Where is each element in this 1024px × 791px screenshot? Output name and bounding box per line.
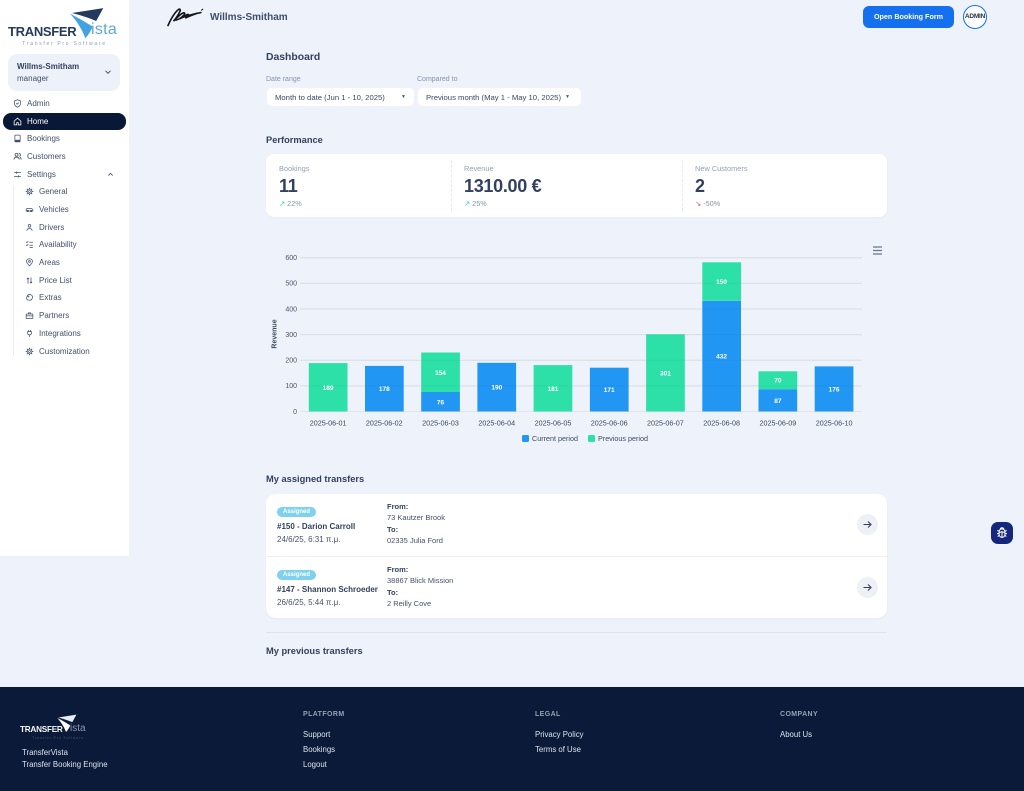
svg-text:432: 432 bbox=[716, 354, 727, 361]
svg-text:181: 181 bbox=[548, 386, 559, 393]
svg-text:300: 300 bbox=[285, 332, 297, 339]
svg-text:200: 200 bbox=[285, 358, 297, 365]
svg-text:154: 154 bbox=[435, 370, 446, 377]
svg-text:2025-06-07: 2025-06-07 bbox=[647, 419, 684, 428]
svg-text:150: 150 bbox=[716, 279, 727, 286]
svg-text:189: 189 bbox=[323, 385, 334, 392]
svg-text:2025-06-03: 2025-06-03 bbox=[422, 419, 459, 428]
svg-text:2025-06-08: 2025-06-08 bbox=[703, 419, 740, 428]
svg-text:176: 176 bbox=[829, 386, 840, 393]
svg-text:2025-06-01: 2025-06-01 bbox=[310, 419, 347, 428]
svg-text:2025-06-02: 2025-06-02 bbox=[366, 419, 403, 428]
svg-text:2025-06-04: 2025-06-04 bbox=[478, 419, 515, 428]
svg-text:600: 600 bbox=[285, 255, 297, 262]
svg-text:76: 76 bbox=[437, 399, 445, 406]
svg-text:500: 500 bbox=[285, 281, 297, 288]
svg-text:2025-06-05: 2025-06-05 bbox=[535, 419, 572, 428]
svg-text:190: 190 bbox=[491, 385, 502, 392]
svg-text:70: 70 bbox=[774, 378, 782, 385]
svg-text:301: 301 bbox=[660, 370, 671, 377]
svg-text:Previous period: Previous period bbox=[598, 434, 648, 443]
svg-text:Current period: Current period bbox=[532, 434, 578, 443]
svg-text:0: 0 bbox=[293, 409, 297, 416]
svg-text:87: 87 bbox=[774, 398, 782, 405]
svg-text:178: 178 bbox=[379, 386, 390, 393]
svg-text:171: 171 bbox=[604, 387, 615, 394]
svg-text:2025-06-09: 2025-06-09 bbox=[760, 419, 797, 428]
svg-text:Revenue: Revenue bbox=[272, 319, 279, 348]
svg-text:2025-06-10: 2025-06-10 bbox=[816, 419, 853, 428]
svg-text:2025-06-06: 2025-06-06 bbox=[591, 419, 628, 428]
svg-text:100: 100 bbox=[285, 383, 297, 390]
svg-text:400: 400 bbox=[285, 306, 297, 313]
